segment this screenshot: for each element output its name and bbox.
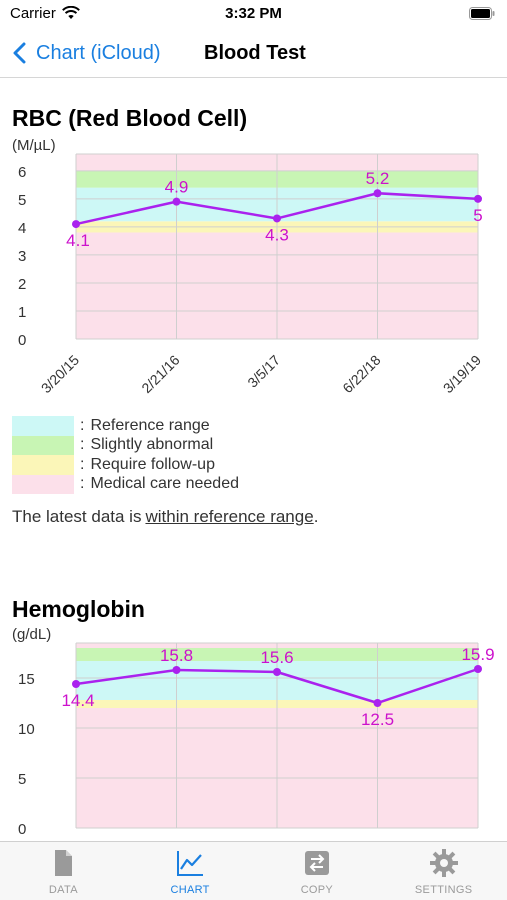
legend-row-medical-care: : Medical care needed: [12, 474, 492, 494]
rbc-unit-label: (M/µL): [12, 137, 56, 154]
data-point: [72, 220, 80, 229]
rbc-title: RBC (Red Blood Cell): [12, 105, 248, 131]
data-point: [474, 194, 482, 203]
data-label: 5.2: [366, 169, 390, 188]
clock: 3:32 PM: [225, 5, 282, 22]
data-point: [273, 668, 281, 676]
y-tick-label: 0: [18, 332, 26, 349]
hemoglobin-chart: 0 5 10 15 14.4 15.8 15.6 12.5 15.9: [18, 642, 495, 838]
tab-data[interactable]: DATA: [0, 842, 127, 900]
y-tick-label: 5: [18, 771, 26, 788]
back-button-label: Chart (iCloud): [36, 41, 161, 64]
data-label: 15.6: [260, 648, 293, 667]
tab-data-label: DATA: [48, 884, 78, 896]
y-tick-label: 10: [18, 721, 35, 738]
data-label: 4.9: [165, 178, 189, 197]
legend-swatch-slightly-abnormal: [12, 435, 74, 455]
y-tick-label: 1: [18, 304, 26, 321]
wifi-icon: [62, 6, 80, 19]
latest-suffix: .: [313, 507, 319, 526]
legend-label-follow-up: Require follow-up: [90, 455, 215, 473]
back-button[interactable]: Chart (iCloud): [12, 39, 160, 67]
tab-chart-label: CHART: [170, 884, 210, 896]
y-tick-label: 3: [18, 248, 26, 265]
legend-separator: :: [80, 455, 85, 473]
data-point: [273, 214, 281, 223]
data-label: 12.5: [361, 710, 394, 729]
carrier-label: Carrier: [10, 5, 56, 22]
data-point: [172, 197, 181, 206]
legend-swatch-reference: [12, 416, 74, 436]
legend-row-reference: : Reference range: [12, 416, 492, 436]
chevron-left-icon: [13, 42, 26, 64]
battery-icon: [469, 7, 495, 20]
y-tick-label: 0: [18, 821, 26, 838]
data-label: 4.3: [265, 225, 289, 244]
legend-swatch-medical-care: [12, 474, 74, 494]
data-label: 4.1: [66, 231, 90, 250]
data-label: 14.4: [61, 691, 94, 710]
legend-swatch-follow-up: [12, 455, 74, 475]
y-tick-label: 4: [18, 220, 26, 237]
y-tick-label: 15: [18, 671, 35, 688]
legend-label-reference: Reference range: [90, 416, 210, 434]
data-point: [172, 666, 181, 674]
tab-bar: DATA CHART COPY: [0, 841, 507, 900]
y-tick-label: 6: [18, 164, 26, 181]
navigation-bar: Chart (iCloud) Blood Test: [0, 28, 507, 78]
line-chart-icon: [177, 851, 204, 876]
y-tick-label: 2: [18, 276, 26, 293]
data-point: [72, 680, 80, 688]
copy-arrows-icon: [304, 851, 329, 875]
gear-icon: [429, 849, 458, 877]
status-bar: Carrier 3:32 PM: [0, 0, 507, 28]
document-icon: [55, 850, 73, 876]
legend-separator: :: [80, 436, 85, 454]
page-title: Blood Test: [204, 42, 306, 64]
tab-settings[interactable]: SETTINGS: [380, 842, 507, 900]
latest-data-summary: The latest data is within reference range…: [12, 507, 318, 527]
legend-separator: :: [80, 475, 85, 493]
data-point: [474, 665, 482, 673]
data-point: [373, 189, 382, 198]
legend-row-slightly-abnormal: : Slightly abnormal: [12, 435, 492, 455]
legend-row-follow-up: : Require follow-up: [12, 455, 492, 475]
data-label: 15.9: [461, 645, 494, 664]
tab-copy[interactable]: COPY: [254, 842, 381, 900]
data-label: 15.8: [160, 646, 193, 665]
tab-copy-label: COPY: [300, 884, 334, 896]
legend-label-medical-care: Medical care needed: [90, 475, 239, 493]
legend: : Reference range : Slightly abnormal : …: [12, 416, 492, 494]
legend-label-slightly-abnormal: Slightly abnormal: [90, 436, 214, 454]
data-label: 5: [473, 206, 482, 225]
tab-settings-label: SETTINGS: [414, 884, 473, 896]
hemoglobin-unit-label: (g/dL): [12, 626, 52, 643]
legend-separator: :: [80, 416, 85, 434]
y-tick-label: 5: [18, 192, 26, 209]
hemoglobin-title: Hemoglobin: [12, 596, 145, 622]
tab-chart[interactable]: CHART: [127, 842, 254, 900]
latest-prefix: The latest data is: [12, 507, 142, 526]
latest-status-link[interactable]: within reference range: [145, 507, 314, 526]
data-point: [373, 699, 382, 707]
